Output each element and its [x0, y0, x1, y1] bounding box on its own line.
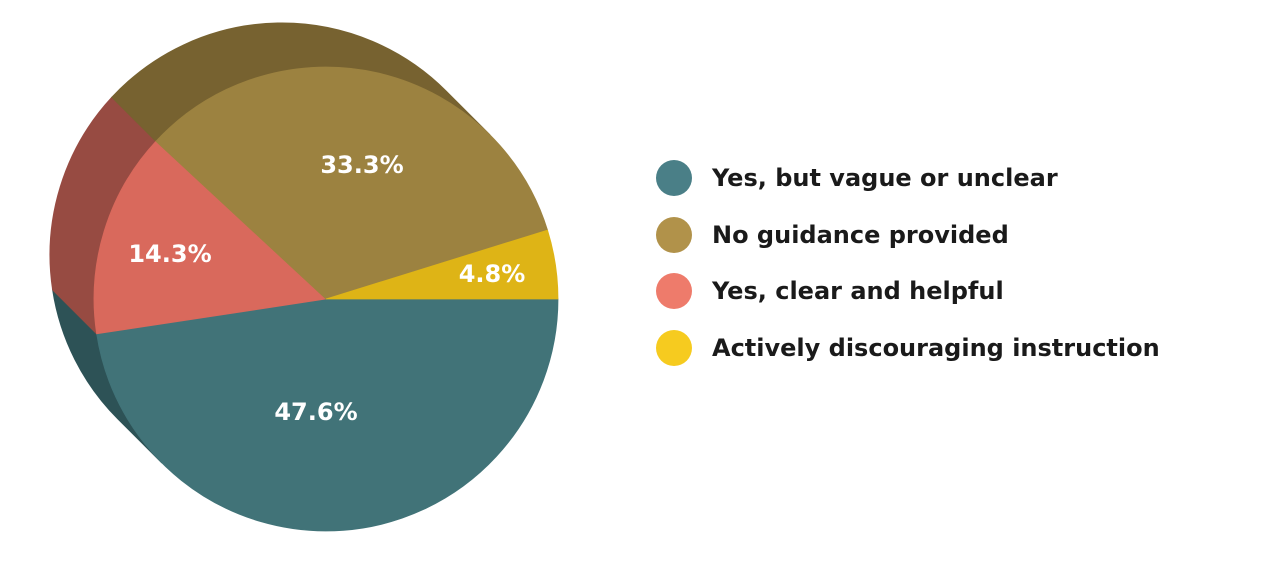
legend-label: Yes, but vague or unclear [712, 164, 1058, 193]
legend-item: Actively discouraging instruction [656, 320, 1256, 377]
legend-label: No guidance provided [712, 220, 1009, 249]
pie-slice [93, 140, 327, 335]
legend-swatch [656, 216, 692, 253]
slice-data-label: 33.3% [320, 151, 403, 179]
pie-chart-svg: 47.6% 14.3% 33.3% 4.8% [49, 22, 559, 532]
slice-data-label: 47.6% [274, 398, 357, 426]
pie-slice [155, 66, 549, 300]
pie-slice [96, 298, 559, 532]
legend-label: Actively discouraging instruction [712, 334, 1160, 363]
legend: Yes, but vague or unclear No guidance pr… [656, 150, 1256, 376]
legend-swatch [656, 330, 692, 367]
legend-item: Yes, but vague or unclear [656, 150, 1256, 207]
slice-data-label: 14.3% [128, 240, 211, 268]
pie-slice-labels: 47.6% 14.3% 33.3% 4.8% [128, 151, 525, 426]
pie-chart: 47.6% 14.3% 33.3% 4.8% [0, 0, 600, 588]
legend-item: Yes, clear and helpful [656, 263, 1256, 320]
pie-top-faces [93, 66, 559, 532]
slice-data-label: 4.8% [459, 260, 526, 288]
legend-item: No guidance provided [656, 207, 1256, 264]
pie-slice [325, 229, 559, 300]
legend-label: Yes, clear and helpful [712, 277, 1004, 306]
legend-swatch [656, 273, 692, 310]
legend-swatch [656, 160, 692, 197]
